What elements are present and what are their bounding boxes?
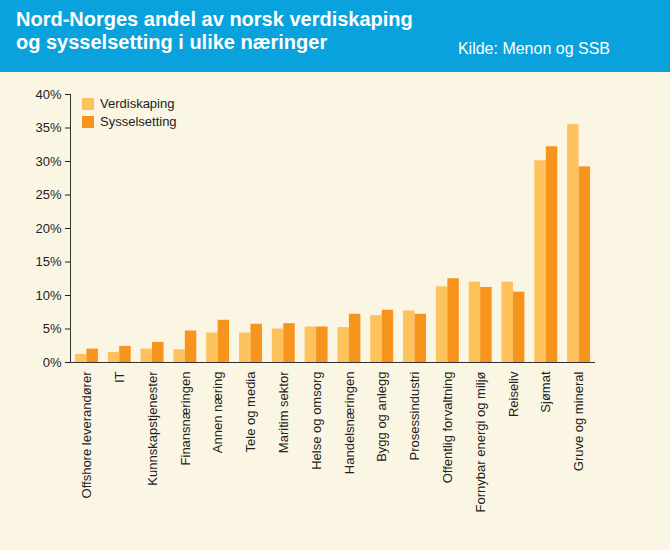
svg-text:35%: 35%	[35, 120, 61, 135]
svg-text:Helse og omsorg: Helse og omsorg	[309, 372, 324, 470]
svg-text:Kunnskapstjenester: Kunnskapstjenester	[145, 371, 160, 486]
svg-text:Prosessindustri: Prosessindustri	[407, 371, 422, 460]
svg-text:Offentlig forvaltning: Offentlig forvaltning	[440, 372, 455, 484]
svg-text:Tele og media: Tele og media	[243, 371, 258, 453]
svg-text:10%: 10%	[35, 288, 61, 303]
svg-text:Fornybar energi og miljø: Fornybar energi og miljø	[473, 371, 488, 512]
svg-text:Handelsnæringen: Handelsnæringen	[342, 372, 357, 475]
svg-text:Offshore leverandører: Offshore leverandører	[79, 371, 94, 499]
svg-text:20%: 20%	[35, 221, 61, 236]
svg-text:Finansnæringen: Finansnæringen	[178, 372, 193, 466]
html-text:Nord-Norges andel av norsk ver: Nord-Norges andel av norsk verdiskaping …	[16, 8, 413, 53]
svg-text:5%: 5%	[43, 321, 62, 336]
svg-text:Bygg og anlegg: Bygg og anlegg	[374, 372, 389, 462]
svg-text:Sjømat: Sjømat	[538, 371, 553, 413]
svg-text:30%: 30%	[35, 154, 61, 169]
svg-text:25%: 25%	[35, 187, 61, 202]
svg-text:40%: 40%	[35, 87, 61, 102]
svg-text:15%: 15%	[35, 254, 61, 269]
svg-text:IT: IT	[112, 371, 127, 383]
svg-text:Reiseliv: Reiseliv	[506, 371, 521, 417]
html-text:Kilde: Menon og SSB: Kilde: Menon og SSB	[457, 40, 610, 57]
svg-text:Annen næring: Annen næring	[210, 372, 225, 454]
html-text:Verdiskaping: Verdiskaping	[100, 96, 175, 111]
svg-text:0%: 0%	[43, 355, 62, 370]
svg-text:Maritim sektor: Maritim sektor	[276, 371, 291, 453]
html-text:Sysselsetting: Sysselsetting	[100, 114, 177, 129]
svg-text:Gruve og mineral: Gruve og mineral	[571, 371, 586, 471]
